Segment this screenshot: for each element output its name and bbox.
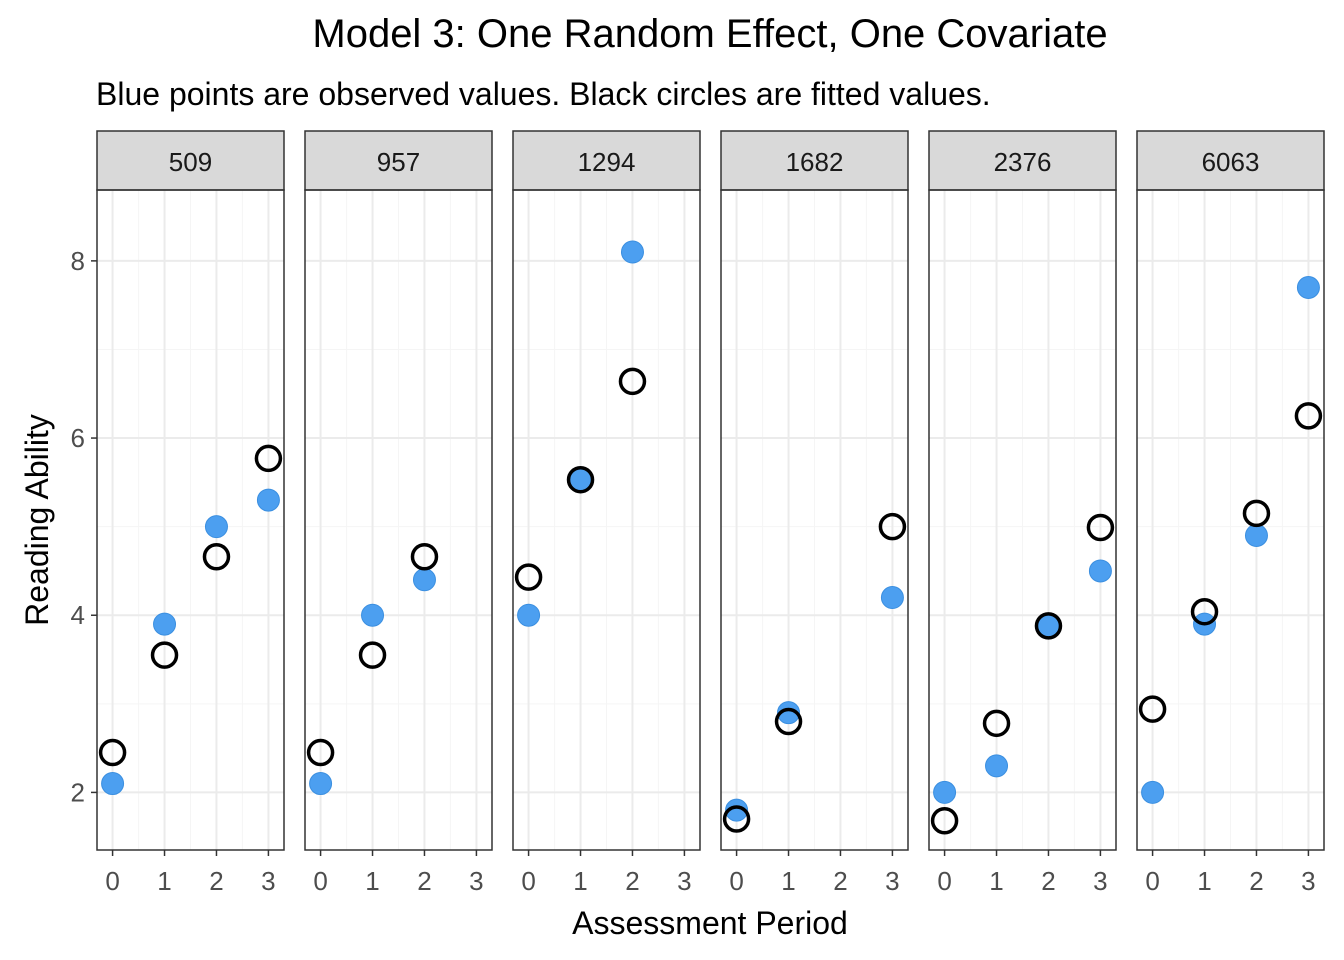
fitted-point — [202, 543, 231, 571]
facet-strip — [928, 130, 1117, 191]
panel-border — [720, 189, 909, 851]
x-tick-label: 3 — [885, 866, 899, 896]
x-tick-label: 0 — [313, 866, 327, 896]
observed-point — [933, 780, 957, 804]
x-tick-label: 3 — [261, 866, 275, 896]
fitted-point — [1294, 402, 1323, 430]
fitted-point — [566, 465, 595, 494]
facet-panel-1294: 1294 0 1 2 3 — [512, 130, 701, 896]
facet-strip — [96, 130, 285, 191]
observed-point — [256, 488, 280, 512]
facet-panel-957: 957 0 1 2 3 — [304, 130, 493, 896]
facet-panel-1682: 1682 0 1 2 3 — [720, 130, 909, 896]
x-tick-label: 1 — [573, 866, 587, 896]
observed-point — [517, 603, 541, 627]
x-tick-label: 1 — [157, 866, 171, 896]
observed-point — [1088, 559, 1112, 583]
y-tick-label: 8 — [71, 246, 85, 276]
facet-panel-6063: 6063 0 1 2 3 — [1136, 130, 1325, 896]
x-tick-label: 2 — [625, 866, 639, 896]
panel-border — [96, 189, 285, 851]
x-tick-label: 0 — [729, 866, 743, 896]
facet-strip — [1136, 130, 1325, 191]
x-tick-label: 2 — [1249, 866, 1263, 896]
fitted-point — [1034, 612, 1063, 640]
fitted-point — [774, 707, 803, 736]
observed-point — [412, 568, 436, 592]
fitted-point — [878, 512, 907, 541]
facet-strip-label: 6063 — [1202, 147, 1260, 177]
facet-strip-label: 2376 — [994, 147, 1052, 177]
facet-strip — [304, 130, 493, 191]
fitted-point — [722, 805, 751, 833]
fitted-point — [1242, 499, 1271, 528]
x-tick-label: 2 — [833, 866, 847, 896]
facet-panel-2376: 2376 0 1 2 3 — [928, 130, 1117, 896]
facet-strip — [512, 130, 701, 191]
x-tick-label: 0 — [937, 866, 951, 896]
fitted-point — [1190, 597, 1219, 626]
x-tick-label: 3 — [1301, 866, 1315, 896]
chart-title: Model 3: One Random Effect, One Covariat… — [312, 12, 1108, 56]
y-tick-label: 2 — [71, 777, 85, 807]
x-tick-label: 1 — [989, 866, 1003, 896]
facet-strip-label: 1682 — [786, 147, 844, 177]
y-tick-label: 4 — [71, 600, 85, 630]
fitted-point — [98, 738, 127, 767]
facet-strip — [720, 130, 909, 191]
x-tick-label: 1 — [365, 866, 379, 896]
fitted-point — [306, 738, 335, 767]
fitted-point — [1138, 695, 1167, 723]
x-tick-label: 1 — [781, 866, 795, 896]
panel-border — [928, 189, 1117, 851]
x-tick-label: 0 — [105, 866, 119, 896]
fitted-point — [618, 367, 647, 396]
x-tick-label: 3 — [469, 866, 483, 896]
observed-point — [620, 240, 644, 264]
x-tick-label: 2 — [209, 866, 223, 896]
y-axis-label: Reading Ability — [19, 414, 55, 626]
panel-border — [512, 189, 701, 851]
fitted-point — [358, 641, 387, 669]
x-tick-label: 1 — [1197, 866, 1211, 896]
fitted-point — [1086, 513, 1115, 542]
observed-point — [880, 586, 904, 610]
fitted-point — [150, 641, 179, 669]
facet-strip-label: 1294 — [578, 147, 636, 177]
observed-point — [309, 772, 333, 796]
x-tick-label: 3 — [1093, 866, 1107, 896]
fitted-point — [254, 444, 283, 473]
observed-point — [204, 515, 228, 539]
x-axis-label: Assessment Period — [572, 905, 848, 941]
x-tick-label: 0 — [1145, 866, 1159, 896]
observed-point — [361, 603, 385, 627]
observed-point — [777, 701, 801, 725]
y-tick-label: 6 — [71, 423, 85, 453]
fitted-point — [410, 543, 439, 571]
chart-subtitle: Blue points are observed values. Black c… — [96, 76, 991, 112]
observed-point — [153, 612, 177, 636]
x-tick-label: 2 — [1041, 866, 1055, 896]
observed-point — [1141, 780, 1165, 804]
x-tick-label: 0 — [521, 866, 535, 896]
facet-strip-label: 957 — [377, 147, 420, 177]
fitted-point — [982, 709, 1011, 738]
observed-point — [985, 754, 1009, 778]
observed-point — [1296, 275, 1320, 299]
observed-point — [725, 798, 749, 822]
fitted-point — [514, 563, 543, 591]
x-tick-label: 3 — [677, 866, 691, 896]
fitted-point — [930, 807, 959, 835]
observed-point — [101, 772, 125, 796]
panel-border — [1136, 189, 1325, 851]
facet-strip-label: 509 — [169, 147, 212, 177]
panel-border — [304, 189, 493, 851]
observed-point — [1244, 524, 1268, 548]
facet-panel-509: 509 0 1 2 3 — [96, 130, 285, 896]
x-tick-label: 2 — [417, 866, 431, 896]
